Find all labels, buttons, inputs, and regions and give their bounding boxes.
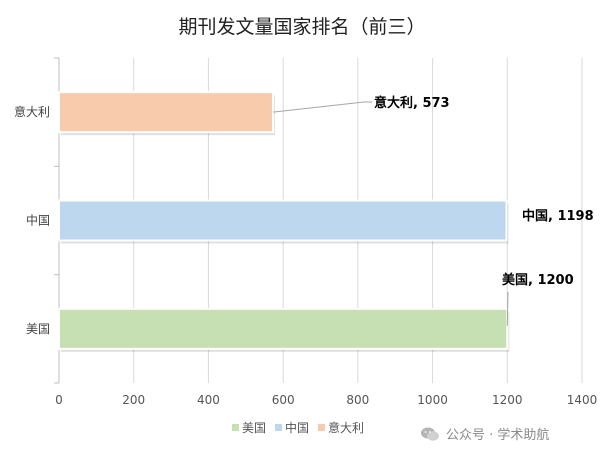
bar — [58, 199, 508, 242]
legend-label: 中国 — [285, 420, 309, 435]
category-label: 中国 — [26, 213, 50, 228]
data-label: 美国, 1200 — [502, 272, 574, 288]
wechat-icon — [421, 427, 439, 441]
chart-title: 期刊发文量国家排名（前三） — [178, 16, 425, 38]
data-label: 意大利, 573 — [374, 95, 450, 111]
x-tick-label: 800 — [346, 393, 369, 407]
category-label: 美国 — [26, 322, 50, 336]
bar — [58, 91, 275, 134]
axes: 0 200 400 600 800 1000 1200 1400 美国 中国 意大利 — [14, 57, 598, 407]
bars — [58, 91, 510, 352]
x-tick-label: 1400 — [567, 393, 598, 407]
legend: 美国 中国 意大利 — [232, 420, 364, 435]
x-tick-label: 400 — [197, 393, 220, 407]
bar — [58, 307, 509, 350]
watermark: 公众号 · 学术助航 — [420, 424, 549, 443]
legend-label: 意大利 — [328, 420, 364, 435]
watermark-text: 公众号 · 学术助航 — [446, 428, 550, 443]
legend-swatch — [318, 424, 325, 431]
data-labels: 美国, 1200 中国, 1198 意大利, 573 — [273, 95, 594, 326]
x-tick-label: 1200 — [492, 393, 523, 407]
legend-swatch — [275, 424, 282, 431]
x-tick-label: 1000 — [417, 393, 448, 407]
leader-line — [506, 291, 509, 326]
x-tick-label: 600 — [272, 393, 295, 407]
x-tick-label: 200 — [122, 393, 145, 407]
category-label: 意大利 — [14, 104, 50, 119]
leader-line — [273, 101, 372, 113]
x-tick-label: 0 — [55, 393, 63, 407]
data-label: 中国, 1198 — [522, 208, 594, 224]
legend-swatch — [232, 424, 239, 431]
legend-label: 美国 — [242, 421, 266, 435]
